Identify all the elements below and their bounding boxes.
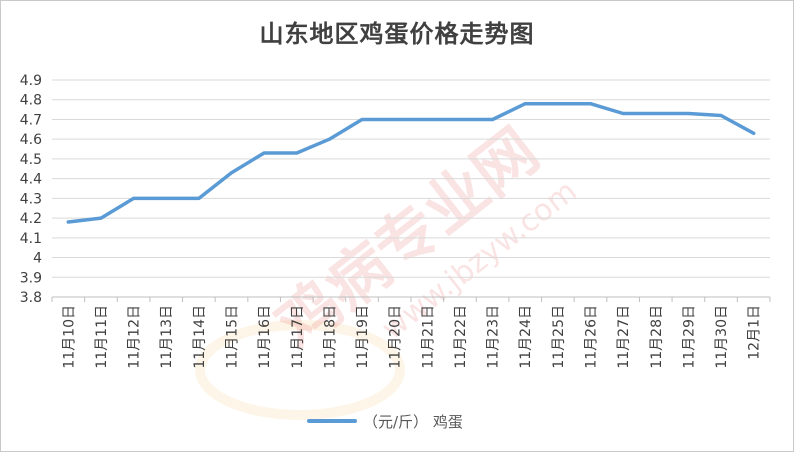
y-tick-label: 3.8 (20, 290, 42, 306)
data-point (556, 102, 560, 106)
y-tick-label: 4.8 (20, 93, 42, 109)
x-tick-label: 11月11日 (94, 305, 110, 369)
data-point (686, 112, 690, 116)
y-tick-label: 4.1 (20, 231, 42, 247)
x-tick-label: 11月15日 (225, 305, 241, 369)
data-point (164, 196, 168, 200)
x-tick-label: 11月21日 (420, 305, 436, 369)
x-tick-label: 12月1日 (747, 305, 763, 360)
x-tick-label: 11月12日 (127, 305, 143, 369)
data-point (589, 102, 592, 106)
data-point (230, 171, 233, 175)
x-tick-label: 11月13日 (159, 305, 175, 369)
data-point (458, 117, 462, 121)
x-tick-label: 11月10日 (61, 305, 77, 369)
data-point (523, 102, 527, 106)
x-tick-label: 11月22日 (453, 305, 469, 369)
x-tick-label: 11月17日 (290, 305, 306, 369)
data-point (66, 220, 70, 224)
data-point (327, 137, 331, 141)
data-point (752, 131, 756, 135)
data-point (295, 151, 299, 155)
x-tick-label: 11月23日 (486, 305, 502, 369)
x-tick-label: 11月25日 (551, 305, 567, 369)
x-tick-label: 11月28日 (649, 305, 665, 369)
legend-label: （元/斤） 鸡蛋 (363, 412, 463, 431)
data-point (621, 112, 625, 116)
data-point (197, 196, 201, 200)
chart-title: 山东地区鸡蛋价格走势图 (259, 19, 535, 48)
data-point (654, 112, 658, 116)
y-tick-label: 4.5 (20, 152, 42, 168)
data-point (132, 196, 136, 200)
x-tick-label: 11月30日 (714, 305, 730, 369)
data-point (262, 151, 266, 155)
data-point (719, 114, 723, 118)
y-tick-label: 4 (33, 251, 42, 267)
x-tick-label: 11月20日 (388, 305, 404, 369)
data-point (491, 117, 495, 121)
data-point (393, 117, 397, 121)
x-tick-label: 11月19日 (355, 305, 371, 369)
x-tick-label: 11月29日 (681, 305, 697, 369)
y-tick-label: 4.2 (20, 211, 42, 227)
series-line (66, 101, 756, 224)
y-tick-label: 4.6 (20, 132, 42, 148)
x-tick-label: 11月16日 (257, 305, 273, 369)
x-tick-label: 11月26日 (584, 305, 600, 369)
y-tick-label: 4.4 (20, 172, 42, 188)
legend-swatch (307, 419, 357, 423)
data-point (360, 117, 364, 121)
legend: （元/斤） 鸡蛋 (307, 411, 463, 431)
y-tick-label: 4.7 (20, 112, 42, 128)
x-tick-label: 11月24日 (518, 305, 534, 369)
data-point (99, 216, 103, 220)
x-tick-label: 11月14日 (192, 305, 208, 369)
y-tick-label: 4.9 (20, 73, 42, 89)
x-tick-label: 11月27日 (616, 305, 632, 369)
data-point (425, 117, 429, 121)
x-tick-label: 11月18日 (322, 305, 338, 369)
y-tick-label: 3.9 (20, 270, 42, 286)
y-tick-label: 4.3 (20, 191, 42, 207)
